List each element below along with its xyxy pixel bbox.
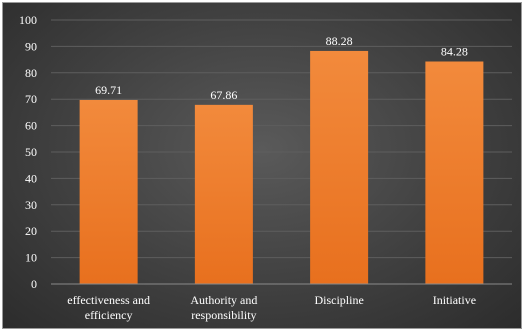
y-tick-label: 70 <box>25 92 37 106</box>
bar <box>194 104 253 284</box>
data-labels: 69.71 67.86 88.28 84.28 <box>95 34 468 102</box>
bar <box>425 61 484 285</box>
y-tick-label: 20 <box>25 224 37 238</box>
y-tick-label: 0 <box>31 277 37 291</box>
y-tick-label: 90 <box>25 39 37 53</box>
y-tick-label: 40 <box>25 171 37 185</box>
data-label: 84.28 <box>441 45 468 59</box>
data-label: 88.28 <box>326 34 353 48</box>
x-tick-label: effectiveness and <box>67 293 150 307</box>
bar <box>310 50 369 285</box>
y-axis: 0 10 20 30 40 50 60 70 80 90 100 <box>19 13 37 291</box>
data-label: 67.86 <box>210 88 237 102</box>
x-tick-label: Authority and <box>190 293 257 307</box>
y-tick-label: 80 <box>25 66 37 80</box>
data-label: 69.71 <box>95 83 122 97</box>
x-tick-label: Initiative <box>433 293 476 307</box>
x-tick-label: efficiency <box>85 308 133 322</box>
x-tick-label: Discipline <box>314 293 363 307</box>
y-tick-label: 50 <box>25 145 37 159</box>
y-tick-label: 60 <box>25 119 37 133</box>
bars <box>79 50 484 285</box>
y-tick-label: 10 <box>25 251 37 265</box>
bar <box>79 99 138 284</box>
x-tick-label: responsibility <box>191 308 256 322</box>
y-tick-label: 30 <box>25 198 37 212</box>
y-tick-label: 100 <box>19 13 37 27</box>
